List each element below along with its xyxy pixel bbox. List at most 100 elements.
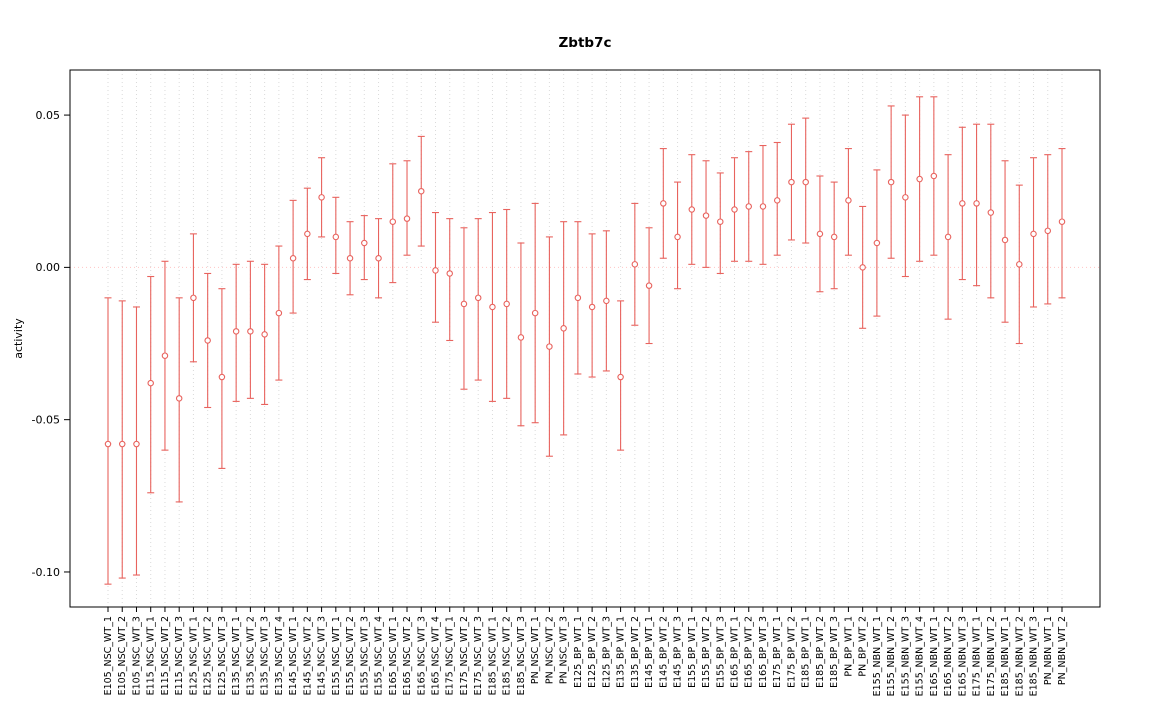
x-tick-label: E175_BP_WT_2 [786, 616, 797, 688]
x-tick-label: E135_BP_WT_1 [616, 616, 627, 688]
gridlines [107, 70, 1063, 607]
x-tick-label: E165_NBN_WT_3 [957, 616, 968, 696]
x-tick-label: E135_BP_WT_2 [630, 616, 641, 688]
x-tick-label: E185_NSC_WT_1 [487, 616, 498, 695]
data-point [389, 218, 397, 225]
data-point [474, 294, 482, 302]
data-point [802, 178, 809, 186]
data-point [902, 194, 909, 201]
data-point [432, 267, 439, 274]
x-tick-label: PN_NSC_WT_1 [530, 616, 541, 684]
data-point [1058, 218, 1066, 225]
data-point [375, 254, 382, 262]
x-tick-label: E155_BP_WT_2 [701, 616, 712, 688]
x-tick-label: E165_NSC_WT_1 [388, 616, 399, 695]
x-tick-label: E175_NBN_WT_1 [972, 616, 983, 696]
x-tick-label: E165_BP_WT_1 [730, 616, 741, 688]
y-tick-label: -0.05 [32, 413, 60, 426]
data-point [560, 325, 567, 332]
x-tick-label: E185_NBN_WT_1 [1000, 616, 1011, 696]
x-tick-label: E115_NSC_WT_3 [174, 616, 185, 695]
y-axis: 0.05 0.00 -0.05 -0.10 [32, 109, 70, 579]
x-tick-label: E165_NSC_WT_4 [430, 616, 441, 695]
x-tick-label: E155_NSC_WT_1 [331, 616, 342, 695]
data-point [845, 197, 852, 204]
x-tick-label: E135_NSC_WT_3 [260, 616, 271, 695]
data-point [745, 203, 752, 210]
error-bar [360, 215, 368, 281]
data-point [660, 200, 667, 207]
error-bar [446, 218, 454, 342]
x-tick-label: E175_NSC_WT_2 [459, 616, 470, 695]
data-point [916, 175, 923, 183]
data-point [944, 233, 952, 241]
data-point [361, 239, 368, 247]
x-tick-label: PN_BP_WT_1 [843, 616, 854, 677]
x-tick-label: E155_NSC_WT_3 [359, 616, 370, 695]
data-point [147, 379, 154, 387]
data-point [118, 440, 126, 448]
data-point [346, 254, 354, 262]
data-point [731, 206, 738, 213]
x-tick-label: E185_NBN_WT_3 [1029, 616, 1040, 696]
x-tick-label: E155_NSC_WT_4 [374, 616, 385, 695]
data-point [830, 233, 838, 241]
data-point [702, 212, 710, 219]
x-tick-label: E145_BP_WT_1 [644, 616, 655, 688]
x-tick-label: E125_BP_WT_1 [573, 616, 584, 688]
data-point [873, 239, 881, 247]
x-tick-label: E145_BP_WT_3 [673, 616, 684, 688]
data-point [1044, 227, 1052, 235]
data-point [275, 309, 283, 317]
x-tick-label: E125_BP_WT_2 [587, 616, 598, 688]
data-points [104, 172, 1066, 448]
data-point [546, 343, 553, 350]
y-tick-label: -0.10 [32, 566, 60, 579]
x-tick-label: E165_BP_WT_2 [744, 616, 755, 688]
data-point [1016, 261, 1023, 268]
data-point [418, 187, 425, 195]
x-tick-label: E155_NBN_WT_1 [872, 616, 883, 696]
data-point [247, 328, 254, 335]
data-point [987, 209, 995, 216]
x-tick-label: E105_NSC_WT_1 [103, 616, 114, 695]
x-tick-label: E165_BP_WT_3 [758, 616, 769, 688]
x-tick-label: E175_NBN_WT_2 [986, 616, 997, 696]
data-point [688, 206, 696, 213]
error-bar [460, 227, 468, 390]
x-tick-label: E175_BP_WT_1 [772, 616, 783, 688]
data-point [403, 215, 411, 222]
data-point [133, 440, 140, 448]
data-point [175, 395, 183, 402]
x-tick-label: E175_NSC_WT_3 [473, 616, 484, 695]
x-tick-label: E125_NSC_WT_2 [203, 616, 214, 695]
data-point [104, 440, 112, 448]
data-point [517, 334, 525, 341]
x-tick-label: E175_NSC_WT_1 [445, 616, 456, 695]
x-tick-label: E155_BP_WT_3 [715, 616, 726, 688]
data-point [574, 294, 582, 302]
data-point [289, 254, 297, 262]
x-tick-label: E145_NSC_WT_1 [288, 616, 299, 695]
x-tick-label: E135_NSC_WT_4 [274, 616, 285, 695]
x-axis: E105_NSC_WT_1 E105_NSC_WT_2 E105_NSC_WT_3 E… [103, 607, 1068, 696]
x-tick-label: E135_NSC_WT_2 [245, 616, 256, 695]
data-point [603, 297, 610, 305]
x-tick-label: E115_NSC_WT_1 [146, 616, 157, 695]
x-tick-label: E165_NSC_WT_3 [416, 616, 427, 695]
x-tick-label: E155_NBN_WT_2 [886, 616, 897, 696]
x-tick-label: E105_NSC_WT_3 [131, 616, 142, 695]
x-tick-label: E185_BP_WT_3 [829, 616, 840, 688]
data-point [1030, 230, 1037, 238]
x-tick-label: E125_BP_WT_3 [601, 616, 612, 688]
error-bar [403, 160, 411, 256]
data-point [816, 230, 824, 238]
data-point [318, 194, 325, 201]
x-tick-label: E185_NSC_WT_2 [502, 616, 513, 695]
x-tick-label: E155_NBN_WT_4 [915, 616, 926, 696]
data-point [204, 337, 211, 344]
data-point [446, 270, 453, 277]
data-point [645, 282, 653, 289]
x-tick-label: E155_NSC_WT_2 [345, 616, 356, 695]
error-bar [118, 300, 126, 579]
